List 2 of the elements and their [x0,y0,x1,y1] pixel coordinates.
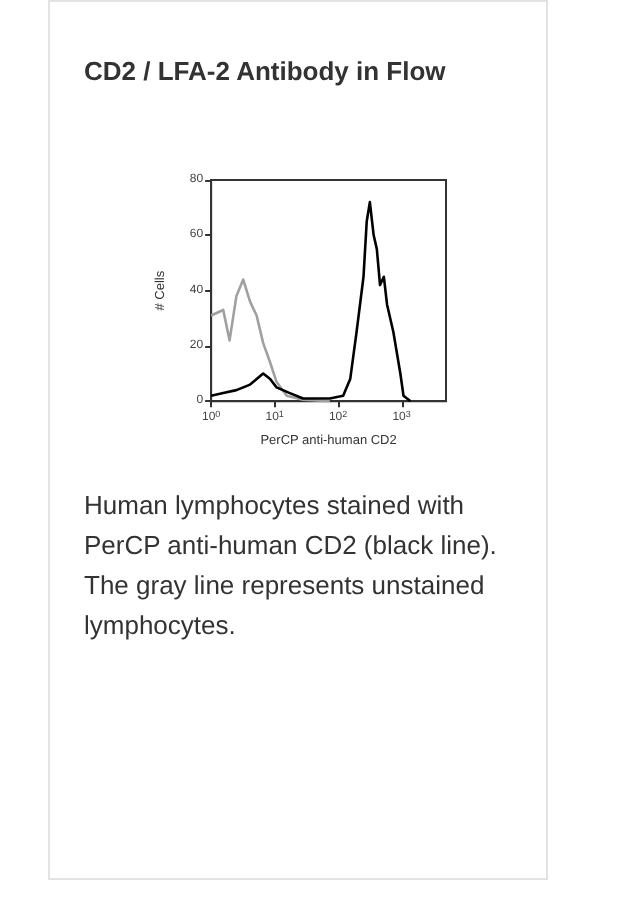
text: Human lymphocytes stained with PerCP anti-human CD2 (black line). The gray line represents unstained lymphocytes. [84,488,499,644]
chart-title: CD2 / LFA-2 Antibody in Flow [84,54,448,90]
